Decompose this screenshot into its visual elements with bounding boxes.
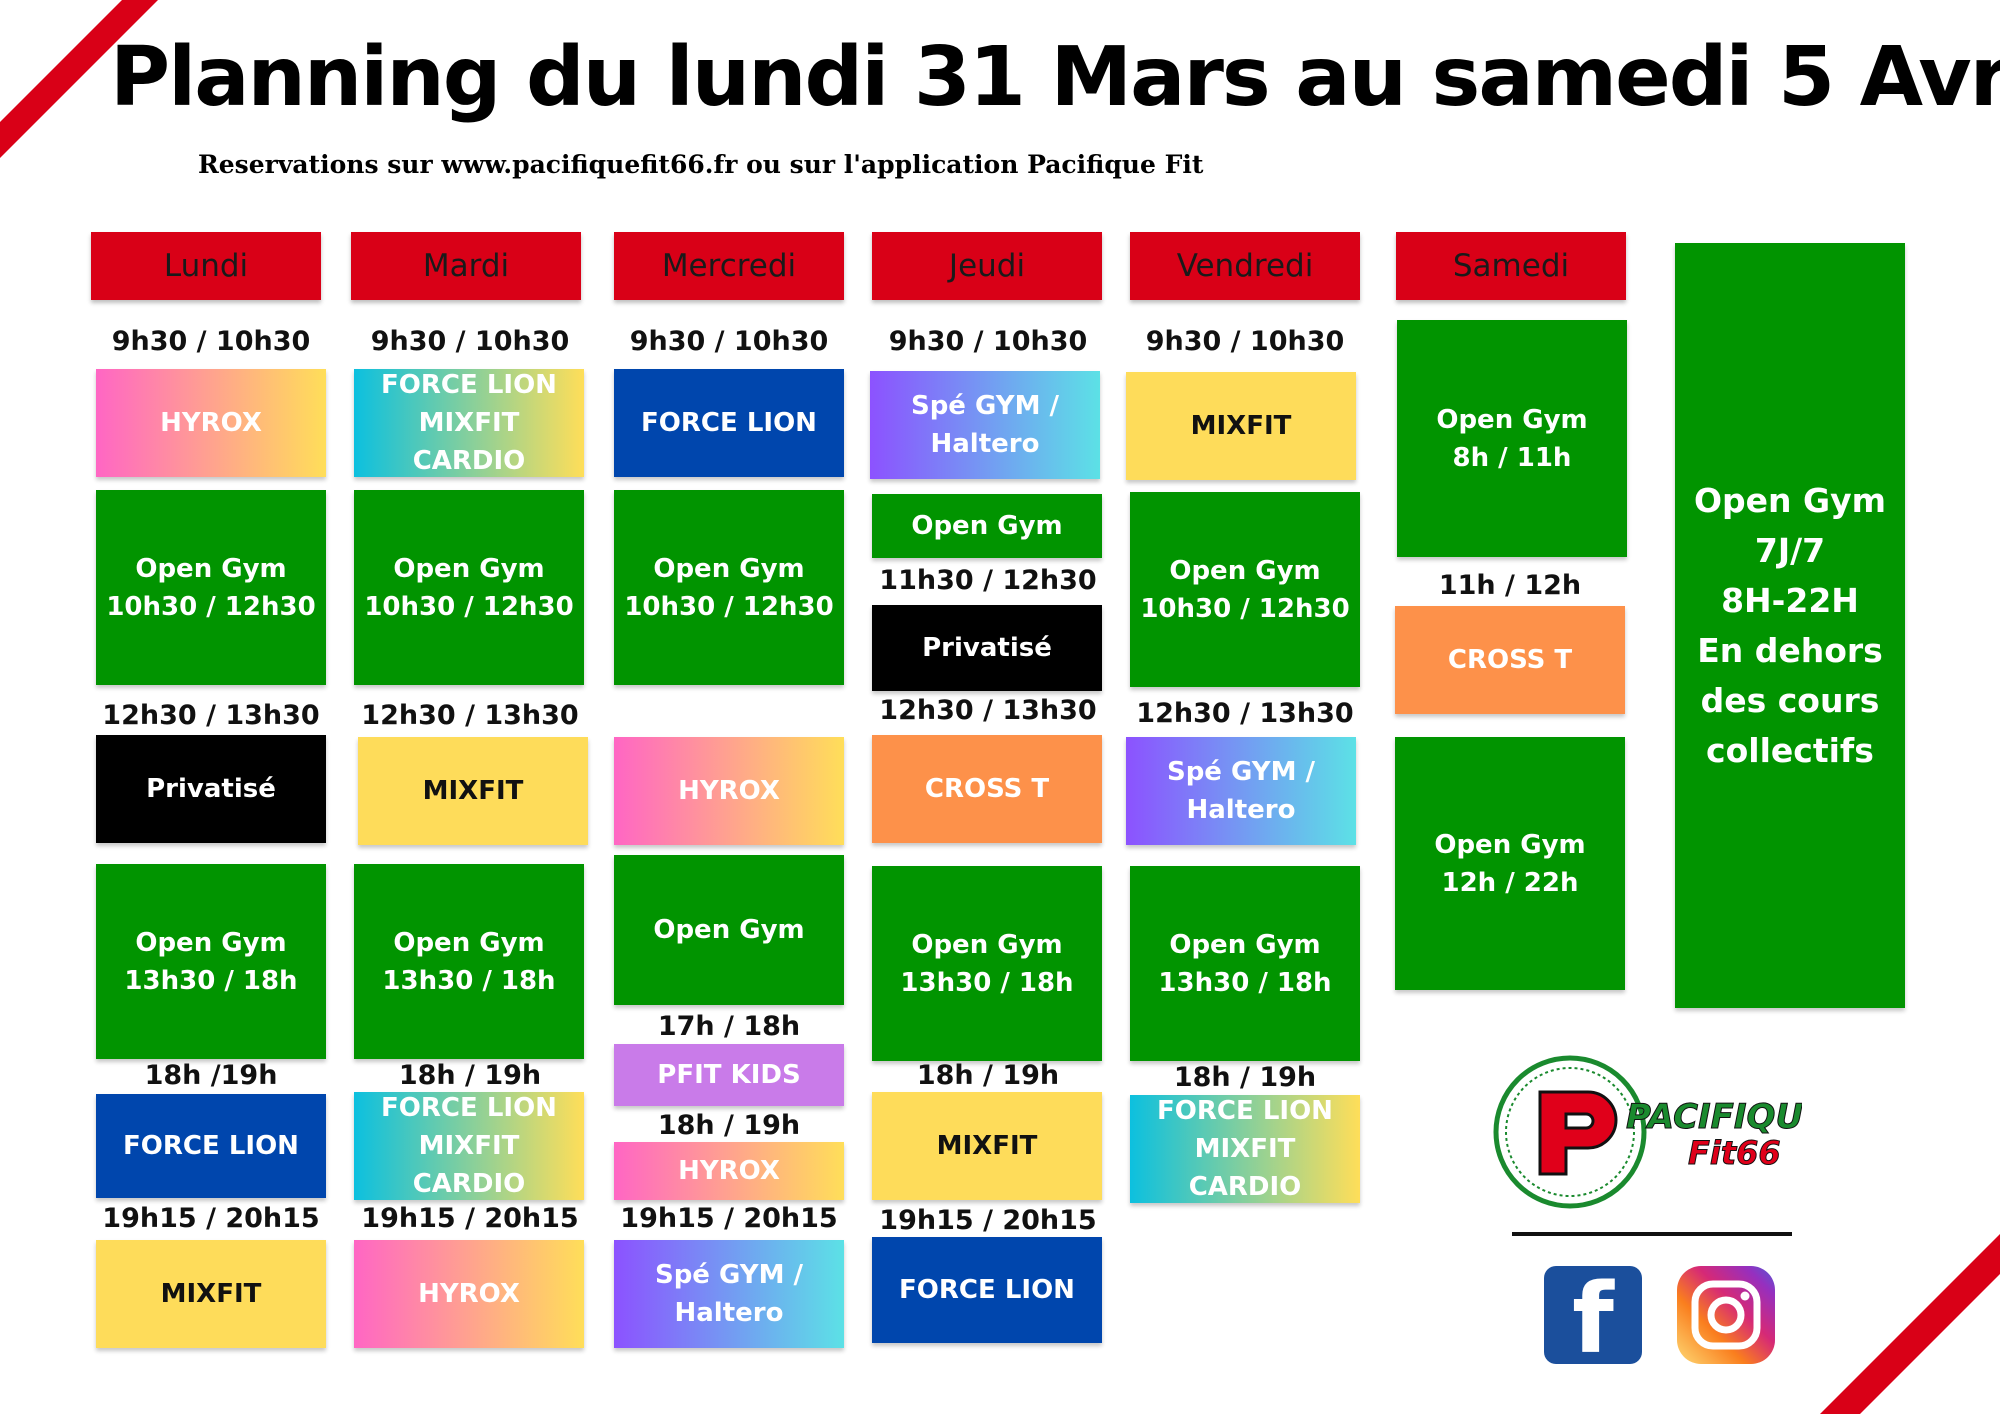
time-label: 19h15 / 20h15 — [879, 1205, 1097, 1236]
class-cross-t: CROSS T — [1395, 606, 1625, 714]
time-label: 9h30 / 10h30 — [1145, 326, 1345, 357]
class-spe-gym-haltero: Spé GYM / Haltero — [614, 1240, 844, 1348]
time-label: 9h30 / 10h30 — [370, 326, 570, 357]
time-label: 9h30 / 10h30 — [888, 326, 1088, 357]
time-label: 12h30 / 13h30 — [879, 695, 1097, 726]
class-open-gym: Open Gym 13h30 / 18h — [1130, 866, 1360, 1061]
time-label: 11h / 12h — [1438, 570, 1582, 601]
class-mixfit: MIXFIT — [96, 1240, 326, 1348]
class-hyrox: HYROX — [614, 1142, 844, 1200]
page-subtitle: Reservations sur www.pacifiquefit66.fr o… — [198, 150, 1204, 179]
day-header-vendredi: Vendredi — [1130, 232, 1360, 300]
day-header-lundi: Lundi — [91, 232, 321, 300]
class-mixfit: MIXFIT — [358, 737, 588, 845]
time-label: 12h30 / 13h30 — [1136, 698, 1354, 729]
class-hyrox: HYROX — [614, 737, 844, 845]
time-label: 9h30 / 10h30 — [629, 326, 829, 357]
class-force-lion-mixfit-cardio: FORCE LION MIXFIT CARDIO — [354, 1092, 584, 1200]
class-hyrox: HYROX — [354, 1240, 584, 1348]
class-force-lion-mixfit-cardio: FORCE LION MIXFIT CARDIO — [354, 369, 584, 477]
class-open-gym: Open Gym — [614, 855, 844, 1005]
class-open-gym: Open Gym 8h / 11h — [1397, 320, 1627, 557]
time-label: 19h15 / 20h15 — [102, 1203, 320, 1234]
time-label: 17h / 18h — [657, 1011, 801, 1042]
time-label: 12h30 / 13h30 — [102, 700, 320, 731]
class-force-lion: FORCE LION — [872, 1237, 1102, 1343]
class-hyrox: HYROX — [96, 369, 326, 477]
class-cross-t: CROSS T — [872, 735, 1102, 843]
class-force-lion: FORCE LION — [614, 369, 844, 477]
class-open-gym: Open Gym 13h30 / 18h — [354, 864, 584, 1059]
time-label: 11h30 / 12h30 — [879, 565, 1097, 596]
class-open-gym: Open Gym 10h30 / 12h30 — [354, 490, 584, 685]
class-open-gym: Open Gym 12h / 22h — [1395, 737, 1625, 990]
class-open-gym: Open Gym — [872, 494, 1102, 558]
logo-sub-text: Fit66 — [1688, 1134, 1781, 1172]
time-label: 18h /19h — [144, 1060, 278, 1091]
time-label: 18h / 19h — [398, 1060, 542, 1091]
divider — [1512, 1232, 1792, 1236]
class-force-lion-mixfit-cardio: FORCE LION MIXFIT CARDIO — [1130, 1095, 1360, 1203]
day-header-mercredi: Mercredi — [614, 232, 844, 300]
day-header-samedi: Samedi — [1396, 232, 1626, 300]
class-privatise: Privatisé — [96, 735, 326, 843]
class-spe-gym-haltero: Spé GYM / Haltero — [870, 371, 1100, 479]
time-label: 12h30 / 13h30 — [361, 700, 579, 731]
day-header-mardi: Mardi — [351, 232, 581, 300]
facebook-icon[interactable]: f — [1544, 1266, 1642, 1364]
time-label: 19h15 / 20h15 — [361, 1203, 579, 1234]
time-label: 18h / 19h — [916, 1060, 1060, 1091]
open-gym-info: Open Gym 7J/7 8H-22H En dehors des cours… — [1675, 243, 1905, 1008]
instagram-icon[interactable] — [1677, 1266, 1775, 1364]
class-open-gym: Open Gym 10h30 / 12h30 — [614, 490, 844, 685]
corner-stripe-top-left — [0, 0, 158, 158]
time-label: 18h / 19h — [657, 1110, 801, 1141]
class-open-gym: Open Gym 10h30 / 12h30 — [1130, 492, 1360, 687]
class-pfit-kids: PFIT KIDS — [614, 1044, 844, 1106]
time-label: 19h15 / 20h15 — [620, 1203, 838, 1234]
class-mixfit: MIXFIT — [1126, 372, 1356, 480]
class-force-lion: FORCE LION — [96, 1094, 326, 1198]
corner-stripe-bottom-right — [1820, 1234, 2000, 1414]
time-label: 18h / 19h — [1173, 1062, 1317, 1093]
day-header-jeudi: Jeudi — [872, 232, 1102, 300]
class-open-gym: Open Gym 13h30 / 18h — [96, 864, 326, 1059]
pacifique-fit-logo: PACIFIQUE Fit66 — [1493, 1055, 1802, 1209]
time-label: 9h30 / 10h30 — [111, 326, 311, 357]
class-mixfit: MIXFIT — [872, 1092, 1102, 1200]
page-title: Planning du lundi 31 Mars au samedi 5 Av… — [110, 30, 2000, 125]
class-privatise: Privatisé — [872, 605, 1102, 691]
class-open-gym: Open Gym 10h30 / 12h30 — [96, 490, 326, 685]
logo-brand-text: PACIFIQUE — [1626, 1097, 1802, 1137]
class-spe-gym-haltero: Spé GYM / Haltero — [1126, 737, 1356, 845]
class-open-gym: Open Gym 13h30 / 18h — [872, 866, 1102, 1061]
